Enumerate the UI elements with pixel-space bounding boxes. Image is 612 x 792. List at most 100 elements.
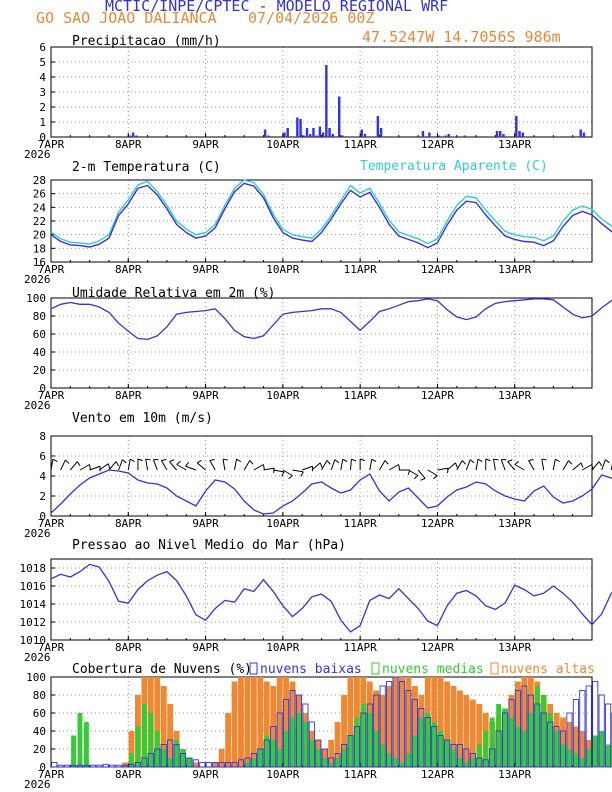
cloud-bar-low [218,762,225,768]
precip-bar [286,128,289,137]
cloud-bar-high [341,695,347,767]
cloud-bar-medium [444,740,450,767]
cloud-bar-low [411,699,418,768]
x-tick-label: 13APR [498,768,531,781]
chart-title: 2-m Temperatura (C) [72,160,221,175]
main-title: MCTIC/INPE/CPTEC - MODELO REGIONAL WRF [105,0,449,15]
cloud-bar-medium [277,749,283,767]
x-tick-label: 8APR [115,263,142,276]
x-tick-label: 8APR [115,138,142,151]
wind-barb [302,465,313,471]
cloud-bar-medium [380,744,386,767]
wind-barb-flag [300,471,304,477]
wind-barb [89,465,101,471]
wind-barb-flag [161,459,167,461]
cloud-bar-medium [129,753,134,767]
forecast-datetime: 07/04/2026 00Z [248,9,375,27]
precip-bar [325,65,328,137]
x-tick-label: 9APR [192,768,219,781]
cloud-bar-high [379,695,386,767]
x-tick-label: 7APR [38,641,65,654]
cloud-bar-high [238,677,244,767]
cloud-bar-low [605,703,612,768]
cloud-bar-medium [515,726,521,767]
y-tick-label: 100 [26,671,46,684]
cloud-bar-low [353,726,360,768]
cloud-bar-medium [560,744,566,767]
y-tick-label: 4 [39,470,46,483]
cloud-bar-high [122,762,128,767]
cloud-bar-medium [360,704,366,767]
wind-barb [465,459,471,471]
y-tick-label: 0 [39,510,46,523]
cloud-bar-medium [605,744,611,767]
cloud-bar-medium [399,762,405,767]
wind-barb [145,459,149,471]
wind-barb [456,460,463,471]
wind-barb-flag [342,458,348,463]
y-tick-label: 26 [33,188,46,201]
wind-barb-flag [262,464,265,470]
cloud-bar-low [160,744,167,768]
cloud-bar-low [76,764,84,768]
cloud-bar-high [334,722,341,767]
wind-barb [591,461,600,471]
cloud-bar-high [560,717,566,767]
precip-bar [521,132,524,137]
cloud-bar-high [411,686,418,767]
cloud-bar-low [109,764,116,768]
wind-barb [475,459,479,471]
cloud-bar-medium [567,749,572,767]
cloud-bar-high [225,713,232,767]
cloud-bar-low [212,762,219,768]
wind-barb-flag [455,462,458,468]
wind-barb [388,464,399,471]
x-tick-label: 12APR [421,138,454,151]
cloud-bar-low [289,690,296,768]
wind-barb [176,464,187,471]
wind-barb-flag [326,460,331,465]
plot-frame [50,558,593,641]
cloud-bar-low [283,699,290,768]
cloud-bar-low [263,739,270,768]
cloud-bar-low [199,762,206,768]
cloud-bar-low [89,764,96,768]
y-tick-label: 100 [26,292,46,305]
precip-bar [444,135,447,137]
wind-barb-flag [288,475,293,480]
cloud-bar-low [559,730,567,768]
cloud-bar-low [57,764,64,768]
cloud-bar-high [515,681,521,767]
cloud-bar-medium [251,758,257,767]
cloud-bar-low [418,708,425,768]
cloud-bar-low [334,753,341,768]
x-tick-label: 10APR [266,641,299,654]
cloud-bar-low [115,764,122,768]
legend-low-clouds: nuvens baixas [260,662,362,677]
cloud-bar-high [154,677,161,767]
series-line-apparent-temperature [50,179,612,245]
cloud-bar-low [585,685,592,768]
cloud-bar-low [83,764,90,768]
cloud-bar-low [405,690,412,768]
wind-barb-flag [176,460,181,465]
wind-barb-flag [122,459,127,464]
wind-barb-flag [249,460,254,465]
cloud-bar-low [527,694,534,768]
legend-high-clouds-swatch [490,662,499,675]
cloud-bar-medium [586,749,592,767]
cloud-bar-medium [335,758,341,767]
precip-bar [360,129,363,137]
x-tick-label: 10APR [266,517,299,530]
cloud-bar-medium [496,704,502,767]
precip-bar [328,128,331,137]
precip-bar [315,135,318,137]
cloud-bar-low [141,757,148,768]
cloud-bar-medium [592,735,598,767]
x-tick-label: 9APR [192,263,219,276]
cloud-bar-low [154,748,161,768]
y-tick-label: 28 [33,174,46,187]
legend-high-clouds: nuvens altas [501,662,595,677]
wind-barb [311,462,321,471]
